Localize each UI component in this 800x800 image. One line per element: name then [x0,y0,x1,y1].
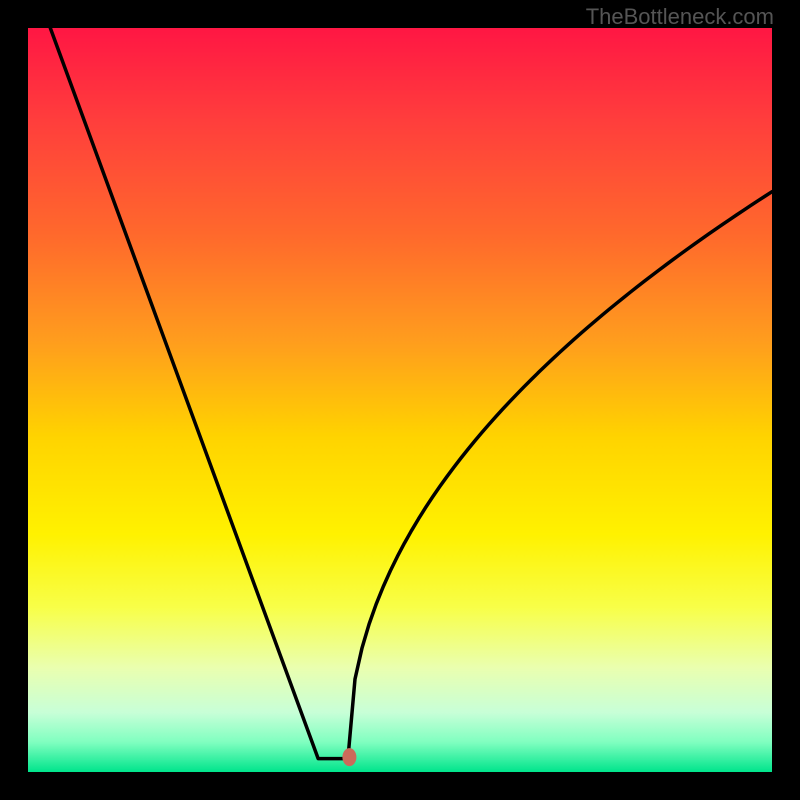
gradient-background [28,28,772,772]
plot-area [28,28,772,772]
watermark-text: TheBottleneck.com [586,4,774,30]
chart-container: TheBottleneck.com [0,0,800,800]
